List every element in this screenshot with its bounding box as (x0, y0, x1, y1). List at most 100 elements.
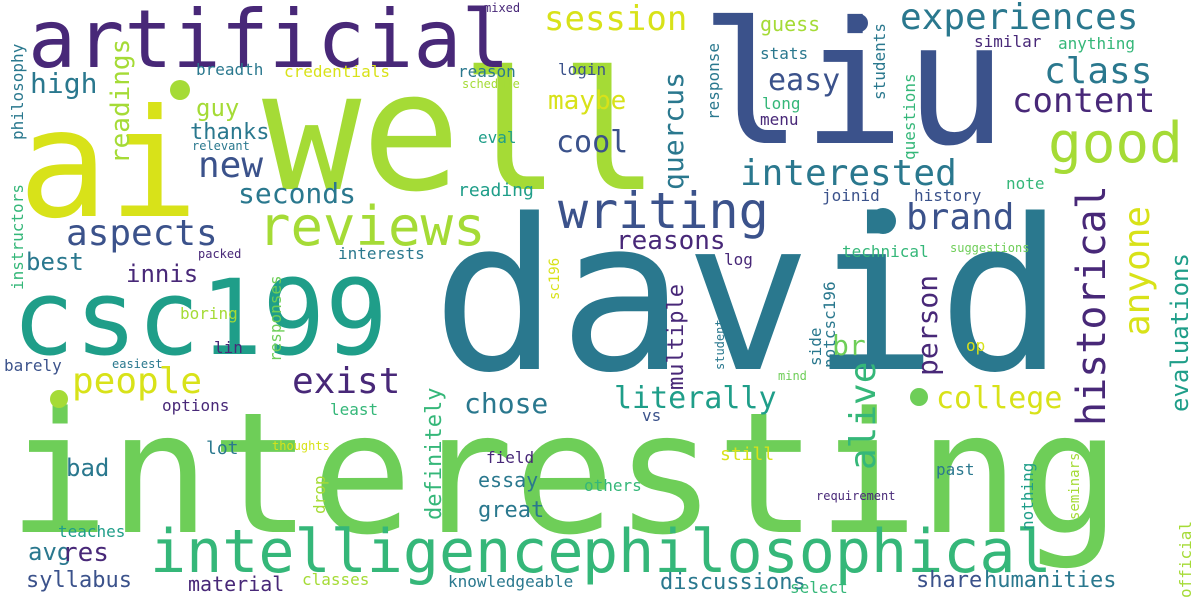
word: res (62, 538, 109, 568)
word: suggestions (950, 241, 1030, 255)
word: reason (458, 62, 516, 81)
word: discussions (660, 570, 806, 595)
word: syllabus (26, 568, 132, 593)
word: cool (556, 125, 629, 160)
word: alive (843, 361, 884, 470)
dot (850, 14, 868, 32)
dot (170, 80, 190, 100)
word: reasons (616, 226, 726, 256)
word: packed (198, 247, 242, 261)
word: requirement (816, 489, 896, 503)
word: history (914, 186, 982, 205)
word: select (790, 578, 848, 597)
word: chose (464, 387, 549, 420)
word: artificial (28, 0, 510, 86)
word: seminars (1067, 452, 1083, 520)
word: interested (740, 153, 957, 194)
word: well (262, 36, 660, 228)
word: joinid (822, 186, 880, 205)
word: lot (206, 438, 239, 459)
word: share (916, 568, 983, 593)
word: credentials (284, 62, 390, 81)
word: technical (842, 242, 929, 261)
word: maybe (548, 86, 627, 116)
word: best (26, 248, 84, 276)
word: others (584, 476, 642, 495)
word: past (936, 460, 975, 479)
word: experiences (900, 0, 1139, 38)
word: thanks (190, 120, 270, 145)
word: official (1176, 520, 1195, 598)
word: class (1044, 51, 1153, 92)
word: seconds (238, 177, 357, 210)
word: quercus (657, 71, 690, 190)
word: humanities (984, 568, 1117, 593)
word: avg (28, 538, 72, 566)
word: eval (478, 128, 517, 147)
word: note (1006, 174, 1045, 193)
word: breadth (196, 60, 264, 79)
word: brand (906, 197, 1015, 238)
dot (870, 208, 896, 234)
word: least (330, 400, 379, 419)
word: response (704, 42, 723, 120)
word: csc199 (12, 257, 388, 379)
word: login (558, 60, 607, 79)
word: writing (558, 182, 769, 240)
word: boring (180, 304, 238, 323)
word: david (432, 174, 1065, 419)
word: multiple (664, 284, 689, 390)
word: br (832, 329, 866, 362)
word: literally (614, 381, 777, 416)
word: interests (338, 244, 425, 263)
word: innis (126, 260, 199, 288)
word: anyone (1117, 205, 1158, 336)
word: reading (458, 180, 534, 201)
word: readings (106, 38, 136, 164)
word: interesting (8, 376, 1121, 572)
word: knowledgeable (448, 572, 574, 591)
word: anything (1058, 34, 1136, 53)
word: great (478, 498, 545, 523)
word: questions (900, 73, 919, 160)
word: aspects (66, 213, 218, 254)
word: high (30, 67, 98, 100)
word: philosophy (8, 43, 27, 140)
word: bad (66, 454, 110, 482)
word: sc196 (547, 257, 563, 300)
word: exist (292, 361, 401, 402)
word: side (806, 327, 825, 366)
word: guy (196, 94, 240, 122)
word: thoughts (272, 439, 330, 453)
word: reviews (258, 195, 486, 258)
dot (50, 390, 68, 408)
word: field (486, 448, 535, 467)
dot (910, 388, 928, 406)
word: ai (18, 78, 199, 252)
word: responses (266, 275, 285, 362)
word: material (188, 572, 285, 596)
word: easy (768, 63, 841, 98)
word: relevant (192, 139, 250, 153)
word: session (544, 0, 688, 39)
word: classes (302, 570, 370, 589)
word: people (72, 361, 203, 402)
word: still (720, 444, 775, 465)
word: vs (642, 406, 662, 425)
word: historical (1069, 185, 1115, 426)
word: long (762, 94, 801, 113)
word: person (911, 274, 944, 376)
word: mind (778, 369, 807, 383)
word: easiest (112, 357, 163, 371)
word: new (198, 145, 264, 186)
word: essay (478, 468, 539, 492)
word: stats (760, 44, 809, 63)
word: students (870, 22, 889, 100)
word: drop (310, 475, 329, 514)
word: schedule (462, 77, 520, 91)
word: instructors (8, 184, 27, 290)
word: teaches (58, 522, 126, 541)
word: menu (760, 110, 799, 129)
word: mixed (484, 1, 521, 15)
